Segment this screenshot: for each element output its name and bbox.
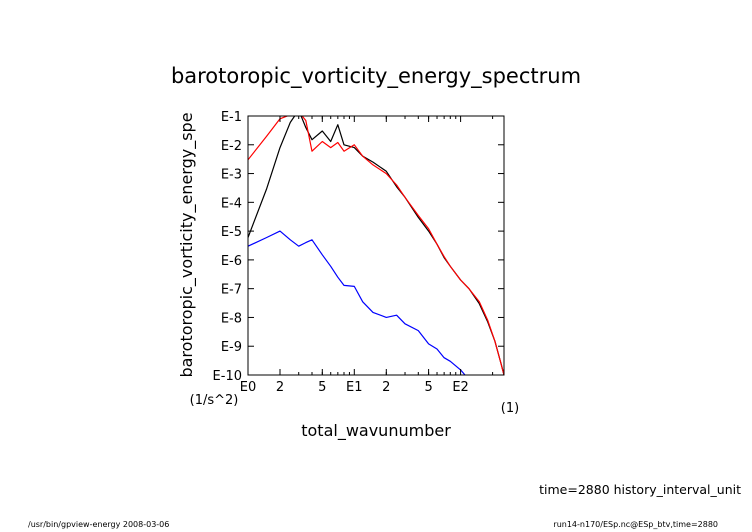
y-tick-label-4: E-5: [221, 225, 242, 240]
footer-right-note: run14-n170/ESp.nc@ESp_btv,time=2880: [553, 520, 718, 529]
x-tick-label-6: E2: [452, 380, 469, 395]
x-tick-label-0: E0: [240, 380, 257, 395]
x-tick-label-1: 2: [276, 380, 284, 395]
series-line-2: [248, 230, 466, 375]
y-tick-label-2: E-3: [221, 168, 242, 183]
plot-frame: [247, 115, 505, 376]
x-tick-label-5: 5: [424, 380, 432, 395]
y-tick-label-9: E-10: [213, 369, 242, 384]
y-tick-label-8: E-9: [221, 340, 242, 355]
y-tick-label-6: E-7: [221, 283, 242, 298]
x-tick-label-2: 5: [318, 380, 326, 395]
y-tick-label-3: E-4: [221, 196, 242, 211]
y-tick-label-7: E-8: [221, 311, 242, 326]
y-axis-label: barotoropic_vorticity_energy_spe: [177, 112, 197, 377]
y-tick-label-1: E-2: [221, 139, 242, 154]
x-tick-label-4: 2: [382, 380, 390, 395]
x-axis: E0 2 5 E1 2 5 E2: [240, 116, 494, 395]
y-axis-unit: (1/s^2): [190, 393, 239, 408]
x-axis-unit: (1): [501, 401, 519, 416]
y-tick-label-5: E-6: [221, 254, 242, 269]
y-tick-label-0: E-1: [221, 110, 242, 125]
series-line-1: [248, 116, 504, 375]
time-label: time=2880 history_interval_unit: [539, 482, 741, 497]
chart-title: barotoropic_vorticity_energy_spectrum: [171, 64, 581, 89]
x-tick-label-3: E1: [346, 380, 363, 395]
footer-left-note: /usr/bin/gpview-energy 2008-03-06: [28, 520, 169, 529]
series-line-0: [248, 116, 504, 375]
series-layer: [248, 116, 504, 375]
y-axis: E-1 E-2 E-3 E-4 E-5 E-6 E-7 E-8 E-9 E-10: [213, 110, 504, 384]
x-axis-label: total_wavunumber: [301, 421, 451, 441]
